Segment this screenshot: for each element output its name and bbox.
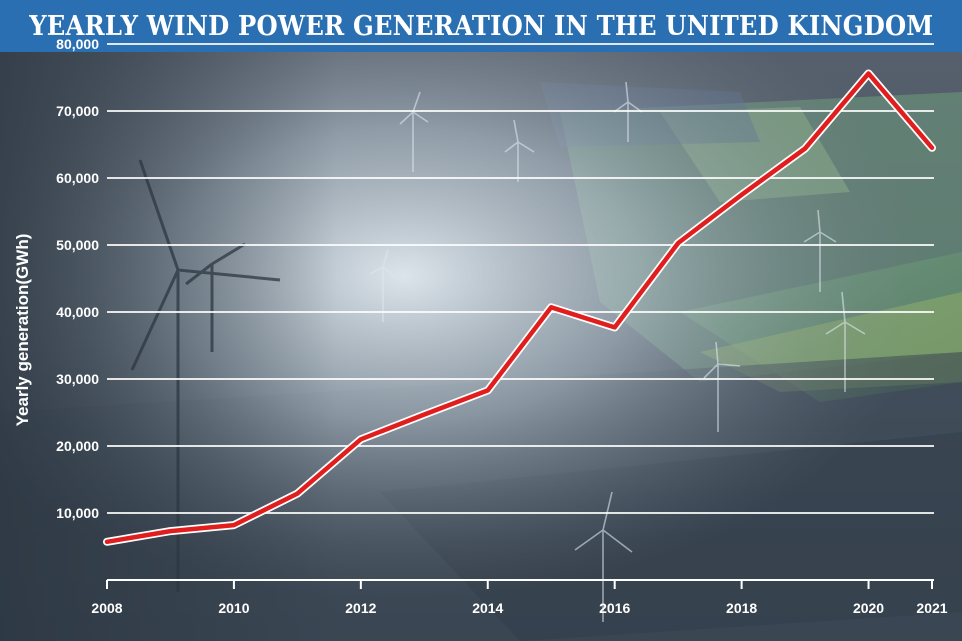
x-tick-label: 2010	[218, 600, 249, 616]
label-layer: 10,000 20,000 30,000 40,000 50,000 60,000 70,0…	[56, 36, 948, 616]
grid-layer	[107, 43, 934, 514]
y-tick-label: 40,000	[56, 304, 99, 320]
y-tick-label: 80,000	[56, 36, 99, 52]
y-tick-label: 20,000	[56, 438, 99, 454]
axis-layer	[106, 579, 934, 589]
x-tick-label: 2016	[599, 600, 630, 616]
y-tick-label: 50,000	[56, 237, 99, 253]
y-tick-label: 30,000	[56, 371, 99, 387]
y-axis-label: Yearly generation(GWh)	[13, 234, 32, 427]
y-tick-label: 60,000	[56, 170, 99, 186]
x-tick-label: 2018	[726, 600, 757, 616]
x-tick-label: 2012	[345, 600, 376, 616]
x-tick-label: 2014	[472, 600, 503, 616]
chart-title: YEARLY WIND POWER GENERATION IN THE UNIT…	[28, 10, 934, 42]
y-tick-label: 70,000	[56, 103, 99, 119]
x-tick-label: 2020	[853, 600, 884, 616]
x-tick-label: 2021	[916, 600, 947, 616]
y-tick-label: 10,000	[56, 505, 99, 521]
x-tick-label: 2008	[91, 600, 122, 616]
series-line	[104, 71, 935, 545]
series-layer	[103, 69, 936, 546]
